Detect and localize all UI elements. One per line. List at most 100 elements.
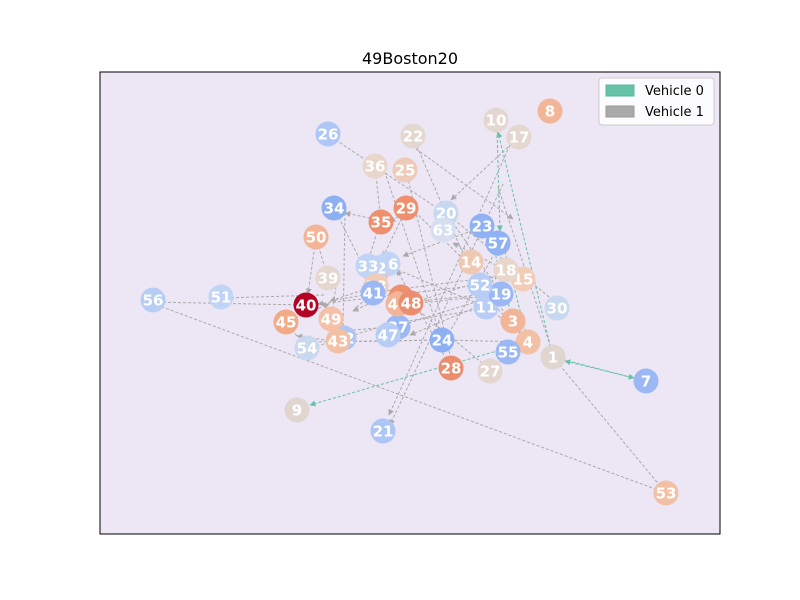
route-node-27: 27 xyxy=(477,358,503,384)
route-node-57: 57 xyxy=(485,230,511,256)
route-edge-vehicle-1 xyxy=(285,321,298,337)
node-marker xyxy=(430,217,456,243)
route-node-25: 25 xyxy=(392,157,418,183)
node-marker xyxy=(515,329,541,355)
route-node-3: 3 xyxy=(500,308,526,334)
node-label: 19 xyxy=(491,286,512,304)
node-label: 49 xyxy=(321,311,342,329)
node-marker xyxy=(429,327,455,353)
route-edge-vehicle-0 xyxy=(496,131,554,358)
node-marker xyxy=(321,195,347,221)
route-edge-vehicle-1 xyxy=(441,337,529,344)
node-marker xyxy=(370,418,396,444)
node-label: 45 xyxy=(276,314,297,332)
node-label: 47 xyxy=(378,327,399,345)
route-edge-vehicle-1 xyxy=(452,242,524,280)
route-node-9: 9 xyxy=(284,397,310,423)
node-marker xyxy=(293,292,319,318)
node-marker xyxy=(284,397,310,423)
node-marker xyxy=(140,287,166,313)
route-node-17: 17 xyxy=(506,124,532,150)
node-label: 39 xyxy=(318,270,339,288)
route-node-7: 7 xyxy=(633,368,659,394)
node-label: 56 xyxy=(143,292,164,310)
route-edge-vehicle-0 xyxy=(552,356,635,380)
node-marker xyxy=(315,265,341,291)
route-node-36: 36 xyxy=(362,153,388,179)
node-label: 1 xyxy=(548,349,558,367)
node-marker xyxy=(500,308,526,334)
node-marker xyxy=(633,368,659,394)
node-label: 9 xyxy=(292,402,302,420)
route-node-29: 29 xyxy=(393,195,419,221)
route-nodes: 1347891011141516171819202122232425262728… xyxy=(140,98,679,506)
node-marker xyxy=(467,272,493,298)
route-edge-vehicle-1 xyxy=(306,322,391,350)
route-node-41: 41 xyxy=(360,280,386,306)
node-label: 57 xyxy=(488,235,509,253)
node-marker xyxy=(375,322,401,348)
route-edge-vehicle-1 xyxy=(153,303,667,494)
route-node-45: 45 xyxy=(273,309,299,335)
route-node-21: 21 xyxy=(370,418,396,444)
node-marker xyxy=(208,284,234,310)
route-node-4: 4 xyxy=(515,329,541,355)
route-node-55: 55 xyxy=(495,339,521,365)
node-marker xyxy=(438,355,464,381)
node-label: 35 xyxy=(371,214,392,232)
node-label: 48 xyxy=(401,295,422,313)
node-label: 3 xyxy=(508,313,518,331)
route-node-52: 52 xyxy=(467,272,493,298)
route-edge-vehicle-1 xyxy=(388,135,515,416)
route-node-30: 30 xyxy=(544,295,570,321)
node-label: 41 xyxy=(363,285,384,303)
node-label: 22 xyxy=(403,128,424,146)
route-edge-vehicle-1 xyxy=(378,157,443,341)
route-node-39: 39 xyxy=(315,265,341,291)
route-node-18: 18 xyxy=(493,257,519,283)
route-node-35: 35 xyxy=(368,209,394,235)
node-label: 7 xyxy=(641,373,651,391)
node-marker xyxy=(458,249,484,275)
legend-label-vehicle-0: Vehicle 0 xyxy=(645,84,704,99)
route-node-24: 24 xyxy=(429,327,455,353)
route-node-47: 47 xyxy=(375,322,401,348)
node-marker xyxy=(485,230,511,256)
route-node-28: 28 xyxy=(438,355,464,381)
node-marker xyxy=(488,281,514,307)
node-label: 50 xyxy=(306,229,327,247)
node-marker xyxy=(315,121,341,147)
route-node-14: 14 xyxy=(458,249,484,275)
route-node-50: 50 xyxy=(303,224,329,250)
legend-swatch-vehicle-0 xyxy=(605,84,635,97)
route-node-40: 40 xyxy=(293,292,319,318)
node-label: 29 xyxy=(396,200,417,218)
node-label: 18 xyxy=(496,262,517,280)
node-marker xyxy=(483,107,509,133)
node-marker xyxy=(398,290,424,316)
route-edge-vehicle-1 xyxy=(410,207,461,257)
legend: Vehicle 0 Vehicle 1 xyxy=(598,77,715,126)
node-label: 36 xyxy=(365,158,386,176)
route-edge-vehicle-1 xyxy=(552,356,667,494)
route-node-34: 34 xyxy=(321,195,347,221)
route-node-56: 56 xyxy=(140,287,166,313)
node-marker xyxy=(368,209,394,235)
legend-swatch-vehicle-1 xyxy=(605,105,635,118)
node-marker xyxy=(392,157,418,183)
route-edge-vehicle-0 xyxy=(564,359,647,382)
node-label: 28 xyxy=(441,360,462,378)
route-node-51: 51 xyxy=(208,284,234,310)
node-label: 55 xyxy=(498,344,519,362)
route-edge-vehicle-1 xyxy=(411,145,514,220)
node-marker xyxy=(537,98,563,124)
legend-label-vehicle-1: Vehicle 1 xyxy=(645,105,704,120)
route-node-53: 53 xyxy=(653,480,679,506)
node-label: 4 xyxy=(523,334,533,352)
node-label: 24 xyxy=(432,332,453,350)
node-label: 17 xyxy=(509,129,530,147)
node-marker xyxy=(477,358,503,384)
node-label: 27 xyxy=(480,363,501,381)
route-node-23: 23 xyxy=(469,213,495,239)
